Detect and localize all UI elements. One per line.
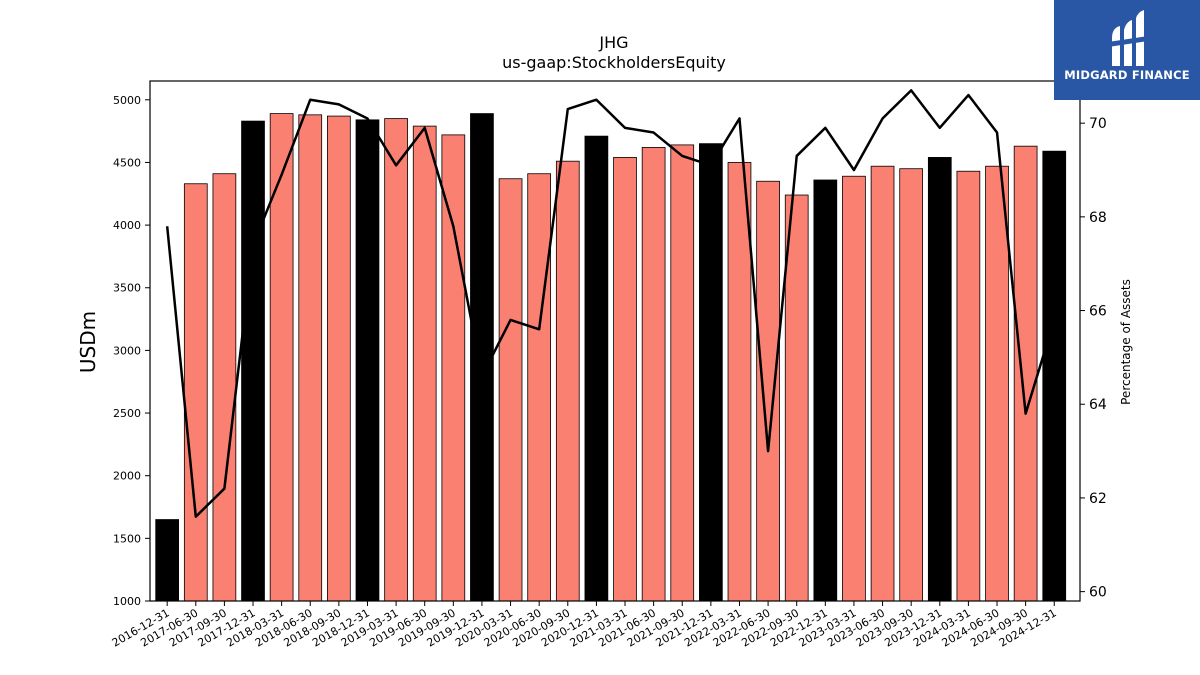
bar-2024-03-31 bbox=[956, 170, 981, 602]
bar-2018-09-30 bbox=[327, 115, 351, 602]
y2-tick-label: 70 bbox=[1089, 116, 1107, 132]
bar-2022-09-30 bbox=[784, 194, 809, 602]
bars-layer bbox=[155, 113, 1067, 602]
line-layer bbox=[165, 89, 1056, 518]
bar-2023-09-30 bbox=[899, 168, 924, 602]
plot-frame bbox=[149, 80, 1081, 602]
bar-2020-09-30 bbox=[555, 160, 580, 602]
bar-2018-12-31 bbox=[355, 119, 380, 602]
bar-2017-09-30 bbox=[212, 173, 237, 602]
bar-2019-03-31 bbox=[384, 118, 408, 602]
bar-2024-09-30 bbox=[1013, 145, 1038, 602]
bar-2023-12-31 bbox=[927, 157, 952, 602]
bar-2021-03-31 bbox=[613, 157, 637, 602]
y2-tick-label: 62 bbox=[1089, 491, 1107, 507]
midgard-logo-icon bbox=[1108, 10, 1148, 66]
bar-2019-06-30 bbox=[412, 125, 437, 602]
y-tick-label: 4500 bbox=[113, 156, 141, 169]
y2-tick-label: 64 bbox=[1089, 397, 1107, 413]
y-tick-label: 3000 bbox=[113, 344, 141, 357]
y-tick-label: 1500 bbox=[113, 532, 141, 545]
brand-name: MIDGARD FINANCE bbox=[1064, 68, 1190, 82]
bar-2023-06-30 bbox=[870, 165, 895, 602]
y-tick-label: 2500 bbox=[113, 407, 141, 420]
bar-2022-12-31 bbox=[813, 179, 838, 602]
y-tick-label: 1000 bbox=[113, 595, 141, 608]
y-tick-label: 2000 bbox=[113, 470, 141, 483]
bar-2021-12-31 bbox=[699, 143, 723, 602]
bar-2016-12-31 bbox=[155, 519, 180, 602]
y2-tick-label: 60 bbox=[1089, 585, 1107, 601]
percentage-of-assets-line bbox=[165, 89, 1056, 518]
y2-tick-label: 66 bbox=[1089, 304, 1107, 320]
y-tick-label: 4000 bbox=[113, 219, 141, 232]
bar-2017-06-30 bbox=[183, 183, 208, 602]
bar-2023-03-31 bbox=[842, 175, 866, 602]
y2-axis-label: Percentage of Assets bbox=[1119, 279, 1133, 405]
y-tick-label: 3500 bbox=[113, 282, 141, 295]
bar-2021-09-30 bbox=[670, 144, 695, 602]
bar-2020-03-31 bbox=[498, 178, 523, 602]
chart-subtitle: us-gaap:StockholdersEquity bbox=[502, 53, 726, 72]
bar-2021-06-30 bbox=[641, 147, 666, 602]
bar-2019-12-31 bbox=[470, 113, 494, 602]
brand-logo: MIDGARD FINANCE bbox=[1054, 0, 1200, 100]
bar-2018-06-30 bbox=[298, 114, 323, 602]
bar-2022-06-30 bbox=[756, 180, 780, 602]
bar-2019-09-30 bbox=[441, 134, 466, 602]
bar-2020-12-31 bbox=[584, 135, 609, 602]
y2-tick-label: 68 bbox=[1089, 210, 1107, 226]
bar-2018-03-31 bbox=[269, 113, 294, 602]
bar-2022-03-31 bbox=[727, 162, 752, 602]
y-axis-label: USDm bbox=[76, 311, 100, 373]
bar-2020-06-30 bbox=[527, 173, 552, 602]
bar-2024-12-31 bbox=[1042, 150, 1067, 602]
bar-2024-06-30 bbox=[985, 165, 1009, 602]
chart-title: JHG bbox=[598, 33, 628, 52]
y-tick-label: 5000 bbox=[113, 94, 141, 107]
bar-2017-12-31 bbox=[241, 120, 265, 602]
